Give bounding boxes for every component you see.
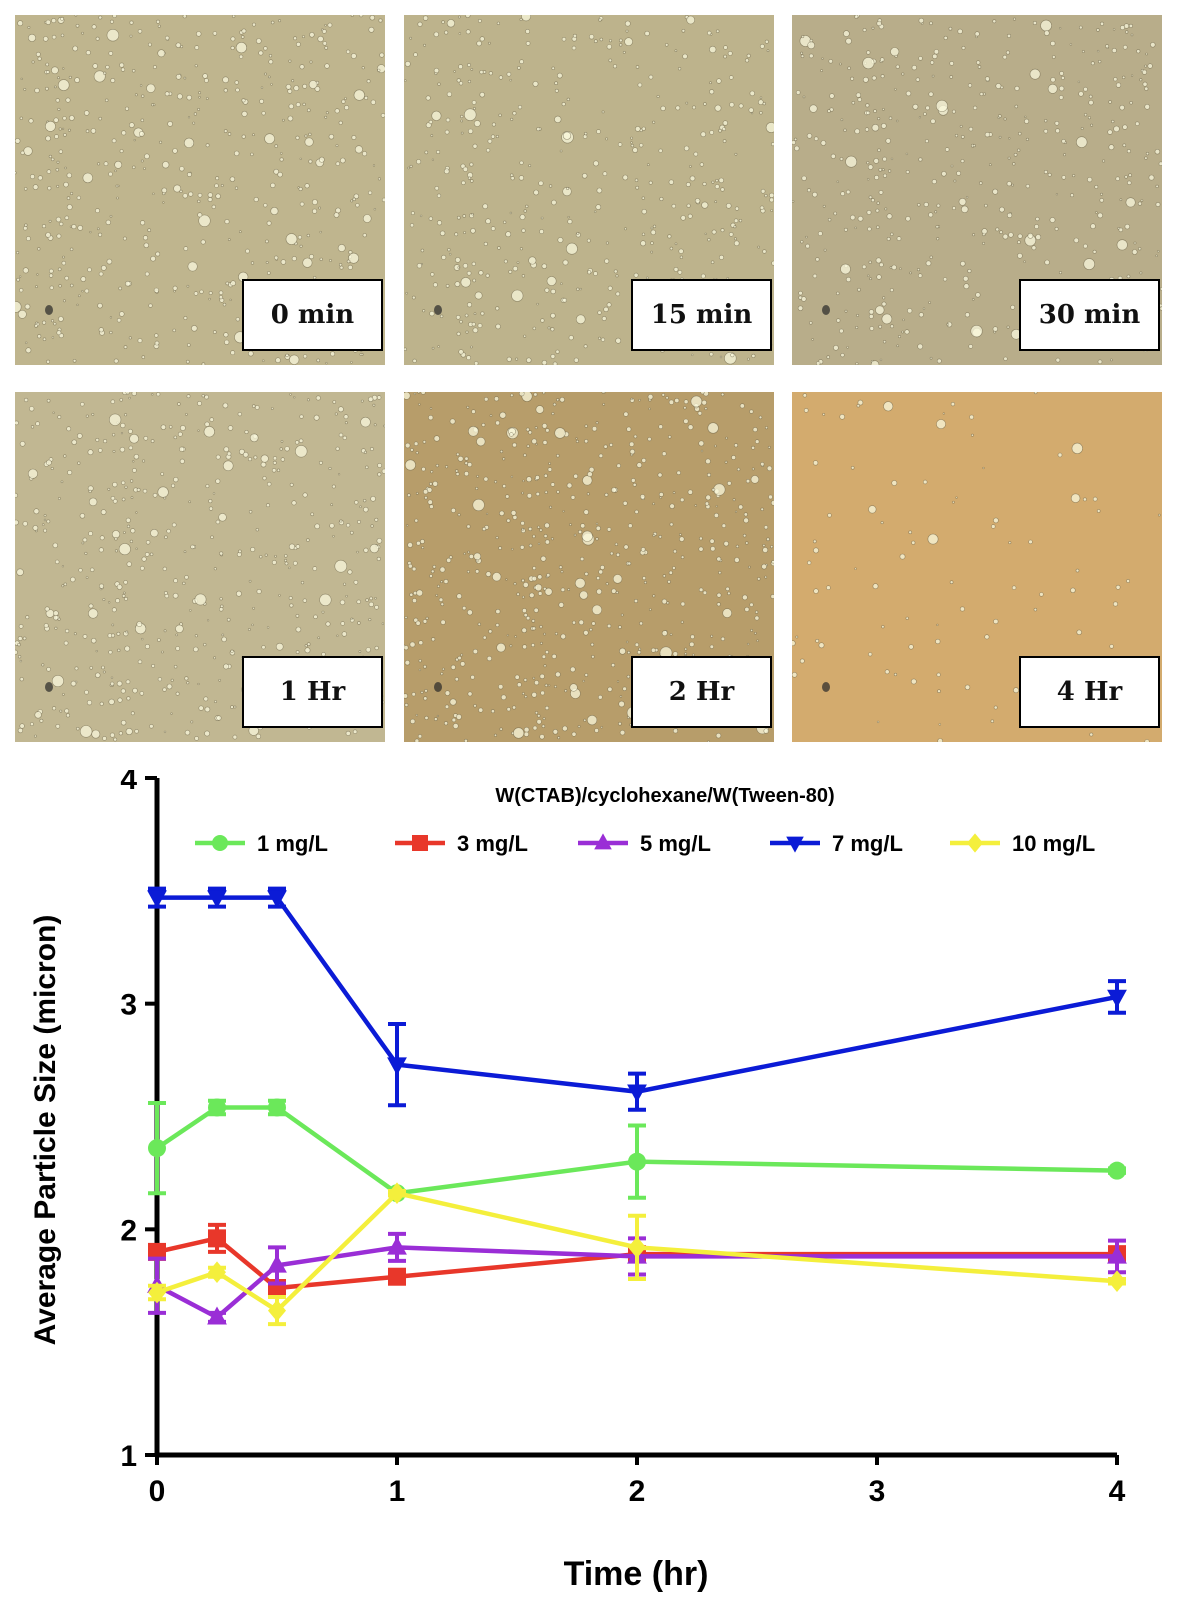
timepoint-label: 2 Hr: [631, 656, 772, 728]
y-tick-label: 4: [120, 770, 137, 796]
data-point: [1107, 989, 1127, 1008]
x-tick-label: 1: [389, 1475, 406, 1508]
legend-label: 10 mg/L: [1012, 831, 1095, 856]
droplet-texture: [404, 15, 774, 365]
data-point: [1107, 1245, 1127, 1264]
timepoint-label: 15 min: [631, 279, 772, 351]
data-point: [387, 1236, 407, 1255]
series-line: [156, 1190, 1118, 1314]
data-point: [148, 1281, 166, 1304]
data-point: [268, 1098, 286, 1117]
micrograph-2: 30 min: [792, 15, 1162, 365]
legend-marker: [412, 835, 428, 851]
data-point: [628, 1236, 646, 1259]
y-axis-label: Average Particle Size (micron): [29, 915, 62, 1346]
data-point: [148, 1139, 166, 1158]
data-point: [208, 1229, 226, 1248]
x-tick-label: 0: [149, 1475, 166, 1508]
micrograph-1: 15 min: [404, 15, 774, 365]
data-point: [387, 1057, 407, 1076]
x-tick-label: 4: [1109, 1475, 1126, 1508]
micrograph-0: 0 min: [15, 15, 385, 365]
y-tick-label: 3: [120, 989, 137, 1022]
legend-marker: [594, 833, 612, 850]
x-tick-label: 2: [629, 1475, 646, 1508]
data-point: [207, 890, 227, 909]
timepoint-label: 1 Hr: [242, 656, 383, 728]
legend-label: 3 mg/L: [457, 831, 528, 856]
legend-marker: [212, 835, 228, 851]
series-line: [155, 1105, 1118, 1196]
timepoint-label: 30 min: [1019, 279, 1160, 351]
droplet-texture: [404, 392, 774, 742]
legend-label: 1 mg/L: [257, 831, 328, 856]
data-point: [1108, 1270, 1126, 1293]
data-point: [388, 1267, 406, 1286]
data-point: [388, 1182, 406, 1205]
data-point: [1108, 1161, 1126, 1180]
data-point: [268, 1299, 286, 1322]
data-point: [207, 1306, 227, 1325]
legend-label: 5 mg/L: [640, 831, 711, 856]
x-tick-label: 3: [869, 1475, 886, 1508]
y-tick-label: 1: [120, 1440, 137, 1473]
micrograph-5: 4 Hr: [792, 392, 1162, 742]
legend-marker: [967, 833, 983, 853]
data-point: [208, 1261, 226, 1284]
data-point: [628, 1152, 646, 1171]
timepoint-label: 0 min: [242, 279, 383, 351]
data-point: [267, 1254, 287, 1273]
legend-marker: [786, 836, 804, 853]
data-point: [147, 890, 167, 909]
legend-label: 7 mg/L: [832, 831, 903, 856]
data-point: [148, 1242, 166, 1261]
x-axis-label: Time (hr): [564, 1555, 709, 1593]
micrograph-3: 1 Hr: [15, 392, 385, 742]
droplet-texture: [792, 15, 1162, 365]
y-tick-label: 2: [120, 1214, 137, 1247]
series-line: [155, 1245, 1117, 1321]
timepoint-label: 4 Hr: [1019, 656, 1160, 728]
series-line: [157, 895, 1118, 1094]
chart-title: W(CTAB)/cyclohexane/W(Tween-80): [495, 785, 834, 807]
data-point: [627, 1084, 647, 1103]
droplet-texture: [792, 392, 1161, 742]
micrograph-4: 2 Hr: [404, 392, 774, 742]
data-point: [267, 890, 287, 909]
droplet-texture: [15, 15, 385, 365]
data-point: [208, 1098, 226, 1117]
